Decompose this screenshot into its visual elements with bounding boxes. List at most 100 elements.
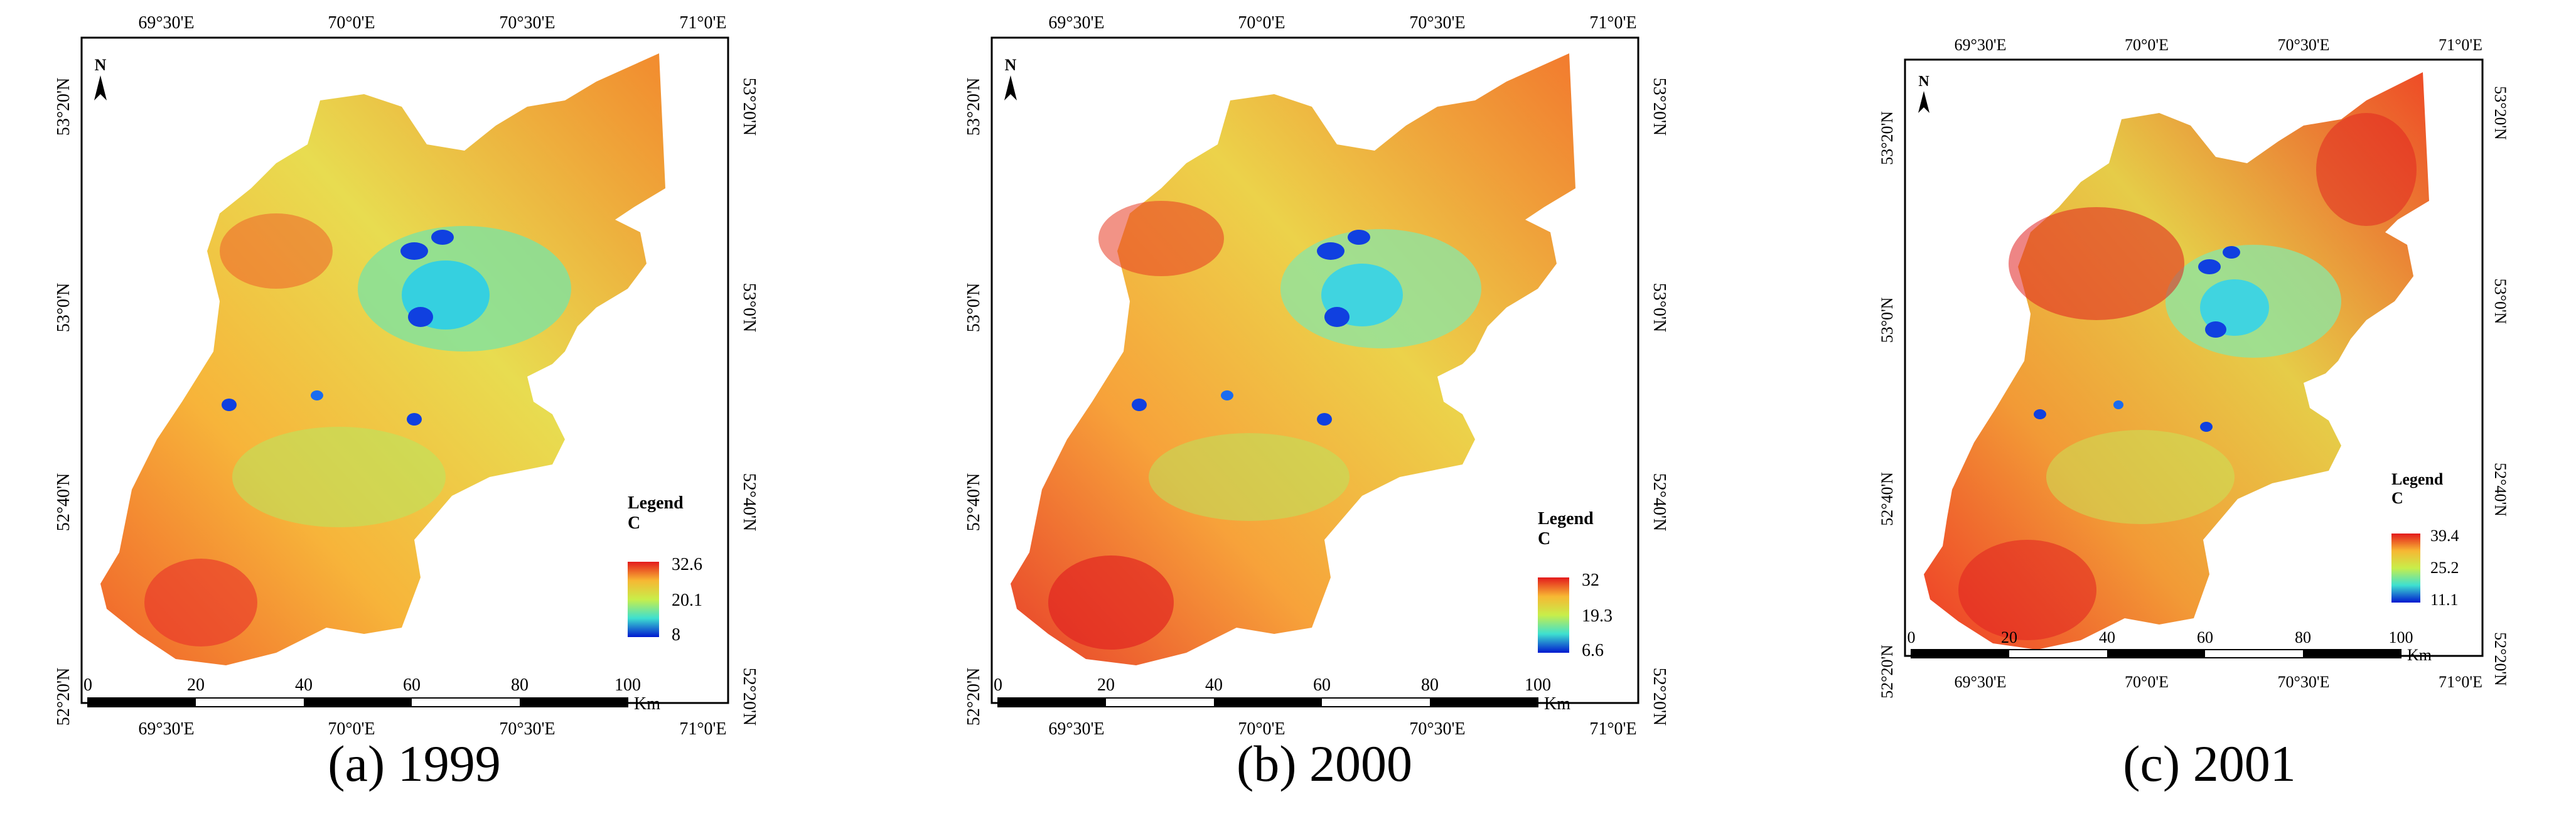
lake [1317, 242, 1344, 260]
panel-caption: (a) 1999 [328, 735, 501, 792]
svg-text:N: N [1918, 73, 1929, 90]
svg-text:19.3: 19.3 [1582, 606, 1613, 626]
svg-text:70°30'E: 70°30'E [1409, 13, 1465, 33]
lake [222, 399, 237, 411]
svg-text:8: 8 [672, 625, 680, 645]
north-arrow-icon: N [94, 56, 107, 100]
lake [1317, 413, 1332, 426]
svg-text:53°0'N: 53°0'N [54, 283, 73, 332]
map-panel-2000: N Legend C 32 19.3 6.6 0 20 40 60 80 100… [923, 0, 1758, 826]
lake [431, 230, 454, 245]
svg-text:52°20'N: 52°20'N [739, 668, 759, 726]
svg-text:20: 20 [2001, 628, 2017, 646]
svg-text:52°40'N: 52°40'N [739, 473, 759, 531]
svg-text:70°30'E: 70°30'E [499, 719, 555, 739]
lat-labels-right: 53°20'N 53°0'N 52°40'N 52°20'N [1650, 78, 1669, 726]
lake [2113, 400, 2123, 409]
svg-text:Legend: Legend [628, 493, 684, 513]
lake [1221, 390, 1233, 400]
lake [1324, 307, 1350, 327]
svg-text:70°0'E: 70°0'E [1238, 719, 1285, 739]
lake [2034, 409, 2046, 419]
legend: Legend C 39.4 25.2 11.1 [2391, 470, 2459, 609]
svg-text:53°0'N: 53°0'N [739, 283, 759, 332]
lon-labels-bottom: 69°30'E 70°0'E 70°30'E 71°0'E [1048, 719, 1636, 739]
svg-text:69°30'E: 69°30'E [1955, 36, 2007, 54]
svg-text:40: 40 [2099, 628, 2115, 646]
scale-bar: 0 20 40 60 80 100 Km [1908, 628, 2432, 664]
svg-text:Km: Km [1544, 694, 1570, 714]
svg-text:71°0'E: 71°0'E [1589, 719, 1636, 739]
svg-text:80: 80 [1421, 675, 1439, 695]
hot-area [1048, 555, 1174, 650]
svg-text:N: N [1005, 56, 1017, 74]
svg-text:53°20'N: 53°20'N [54, 78, 73, 136]
legend: Legend C 32 19.3 6.6 [1538, 509, 1613, 660]
svg-text:53°0'N: 53°0'N [2491, 279, 2509, 324]
svg-text:53°20'N: 53°20'N [1878, 111, 1896, 165]
svg-text:53°20'N: 53°20'N [2491, 86, 2509, 140]
study-region [100, 53, 665, 665]
lake [1132, 399, 1147, 411]
hot-area [1098, 201, 1224, 276]
hot-area [2009, 207, 2184, 320]
svg-text:71°0'E: 71°0'E [1589, 13, 1636, 33]
svg-text:100: 100 [614, 675, 641, 695]
svg-text:70°0'E: 70°0'E [328, 13, 375, 33]
green-area [232, 427, 446, 527]
lat-labels-right: 53°20'N 53°0'N 52°40'N 52°20'N [739, 78, 759, 726]
lake [1348, 230, 1370, 245]
svg-text:6.6: 6.6 [1582, 641, 1604, 660]
legend-color-ramp [2391, 534, 2420, 603]
hot-area [1958, 540, 2096, 640]
hot-area [220, 213, 333, 289]
scale-bar: 0 20 40 60 80 100 Km [994, 675, 1570, 714]
svg-text:C: C [1538, 529, 1550, 549]
svg-text:52°20'N: 52°20'N [2491, 632, 2509, 686]
lat-labels-right: 53°20'N 53°0'N 52°40'N 52°20'N [2491, 86, 2509, 686]
svg-text:70°0'E: 70°0'E [2125, 36, 2169, 54]
legend-color-ramp [1538, 577, 1569, 653]
north-arrow-icon: N [1004, 56, 1017, 100]
svg-text:71°0'E: 71°0'E [679, 719, 726, 739]
lat-labels-left: 53°20'N 53°0'N 52°40'N 52°20'N [964, 78, 984, 726]
hot-area [2316, 113, 2417, 226]
green-area [1149, 433, 1350, 521]
lat-labels-left: 53°20'N 53°0'N 52°40'N 52°20'N [1878, 111, 1896, 699]
svg-text:53°20'N: 53°20'N [1650, 78, 1669, 136]
lake [2223, 246, 2240, 259]
svg-text:20: 20 [1097, 675, 1115, 695]
svg-text:20: 20 [187, 675, 205, 695]
svg-text:25.2: 25.2 [2430, 559, 2459, 577]
svg-text:70°30'E: 70°30'E [2278, 673, 2330, 691]
panel-caption: (b) 2000 [1236, 735, 1413, 792]
svg-text:40: 40 [1205, 675, 1223, 695]
svg-text:69°30'E: 69°30'E [1955, 673, 2007, 691]
svg-text:11.1: 11.1 [2430, 591, 2459, 609]
svg-text:60: 60 [2197, 628, 2213, 646]
svg-text:69°30'E: 69°30'E [138, 13, 194, 33]
lat-labels-left: 53°20'N 53°0'N 52°40'N 52°20'N [54, 78, 73, 726]
svg-text:60: 60 [1313, 675, 1331, 695]
lon-labels-top: 69°30'E 70°0'E 70°30'E 71°0'E [1048, 13, 1636, 33]
svg-text:69°30'E: 69°30'E [1048, 719, 1104, 739]
svg-text:C: C [628, 513, 640, 533]
panel-caption: (c) 2001 [2123, 735, 2296, 792]
scale-bar: 0 20 40 60 80 100 Km [83, 675, 660, 714]
svg-text:52°40'N: 52°40'N [54, 473, 73, 531]
legend-color-ramp [628, 562, 659, 637]
svg-text:0: 0 [1908, 628, 1916, 646]
svg-text:32.6: 32.6 [672, 555, 702, 574]
svg-text:53°0'N: 53°0'N [964, 283, 984, 332]
lon-labels-bottom: 69°30'E 70°0'E 70°30'E 71°0'E [138, 719, 726, 739]
svg-text:71°0'E: 71°0'E [679, 13, 726, 33]
svg-text:52°20'N: 52°20'N [964, 668, 984, 726]
green-area [2046, 430, 2235, 524]
svg-text:80: 80 [511, 675, 529, 695]
svg-text:Legend: Legend [2391, 470, 2444, 488]
svg-text:69°30'E: 69°30'E [1048, 13, 1104, 33]
svg-text:70°30'E: 70°30'E [1409, 719, 1465, 739]
svg-text:53°20'N: 53°20'N [964, 78, 984, 136]
svg-text:70°30'E: 70°30'E [2278, 36, 2330, 54]
svg-text:60: 60 [403, 675, 421, 695]
